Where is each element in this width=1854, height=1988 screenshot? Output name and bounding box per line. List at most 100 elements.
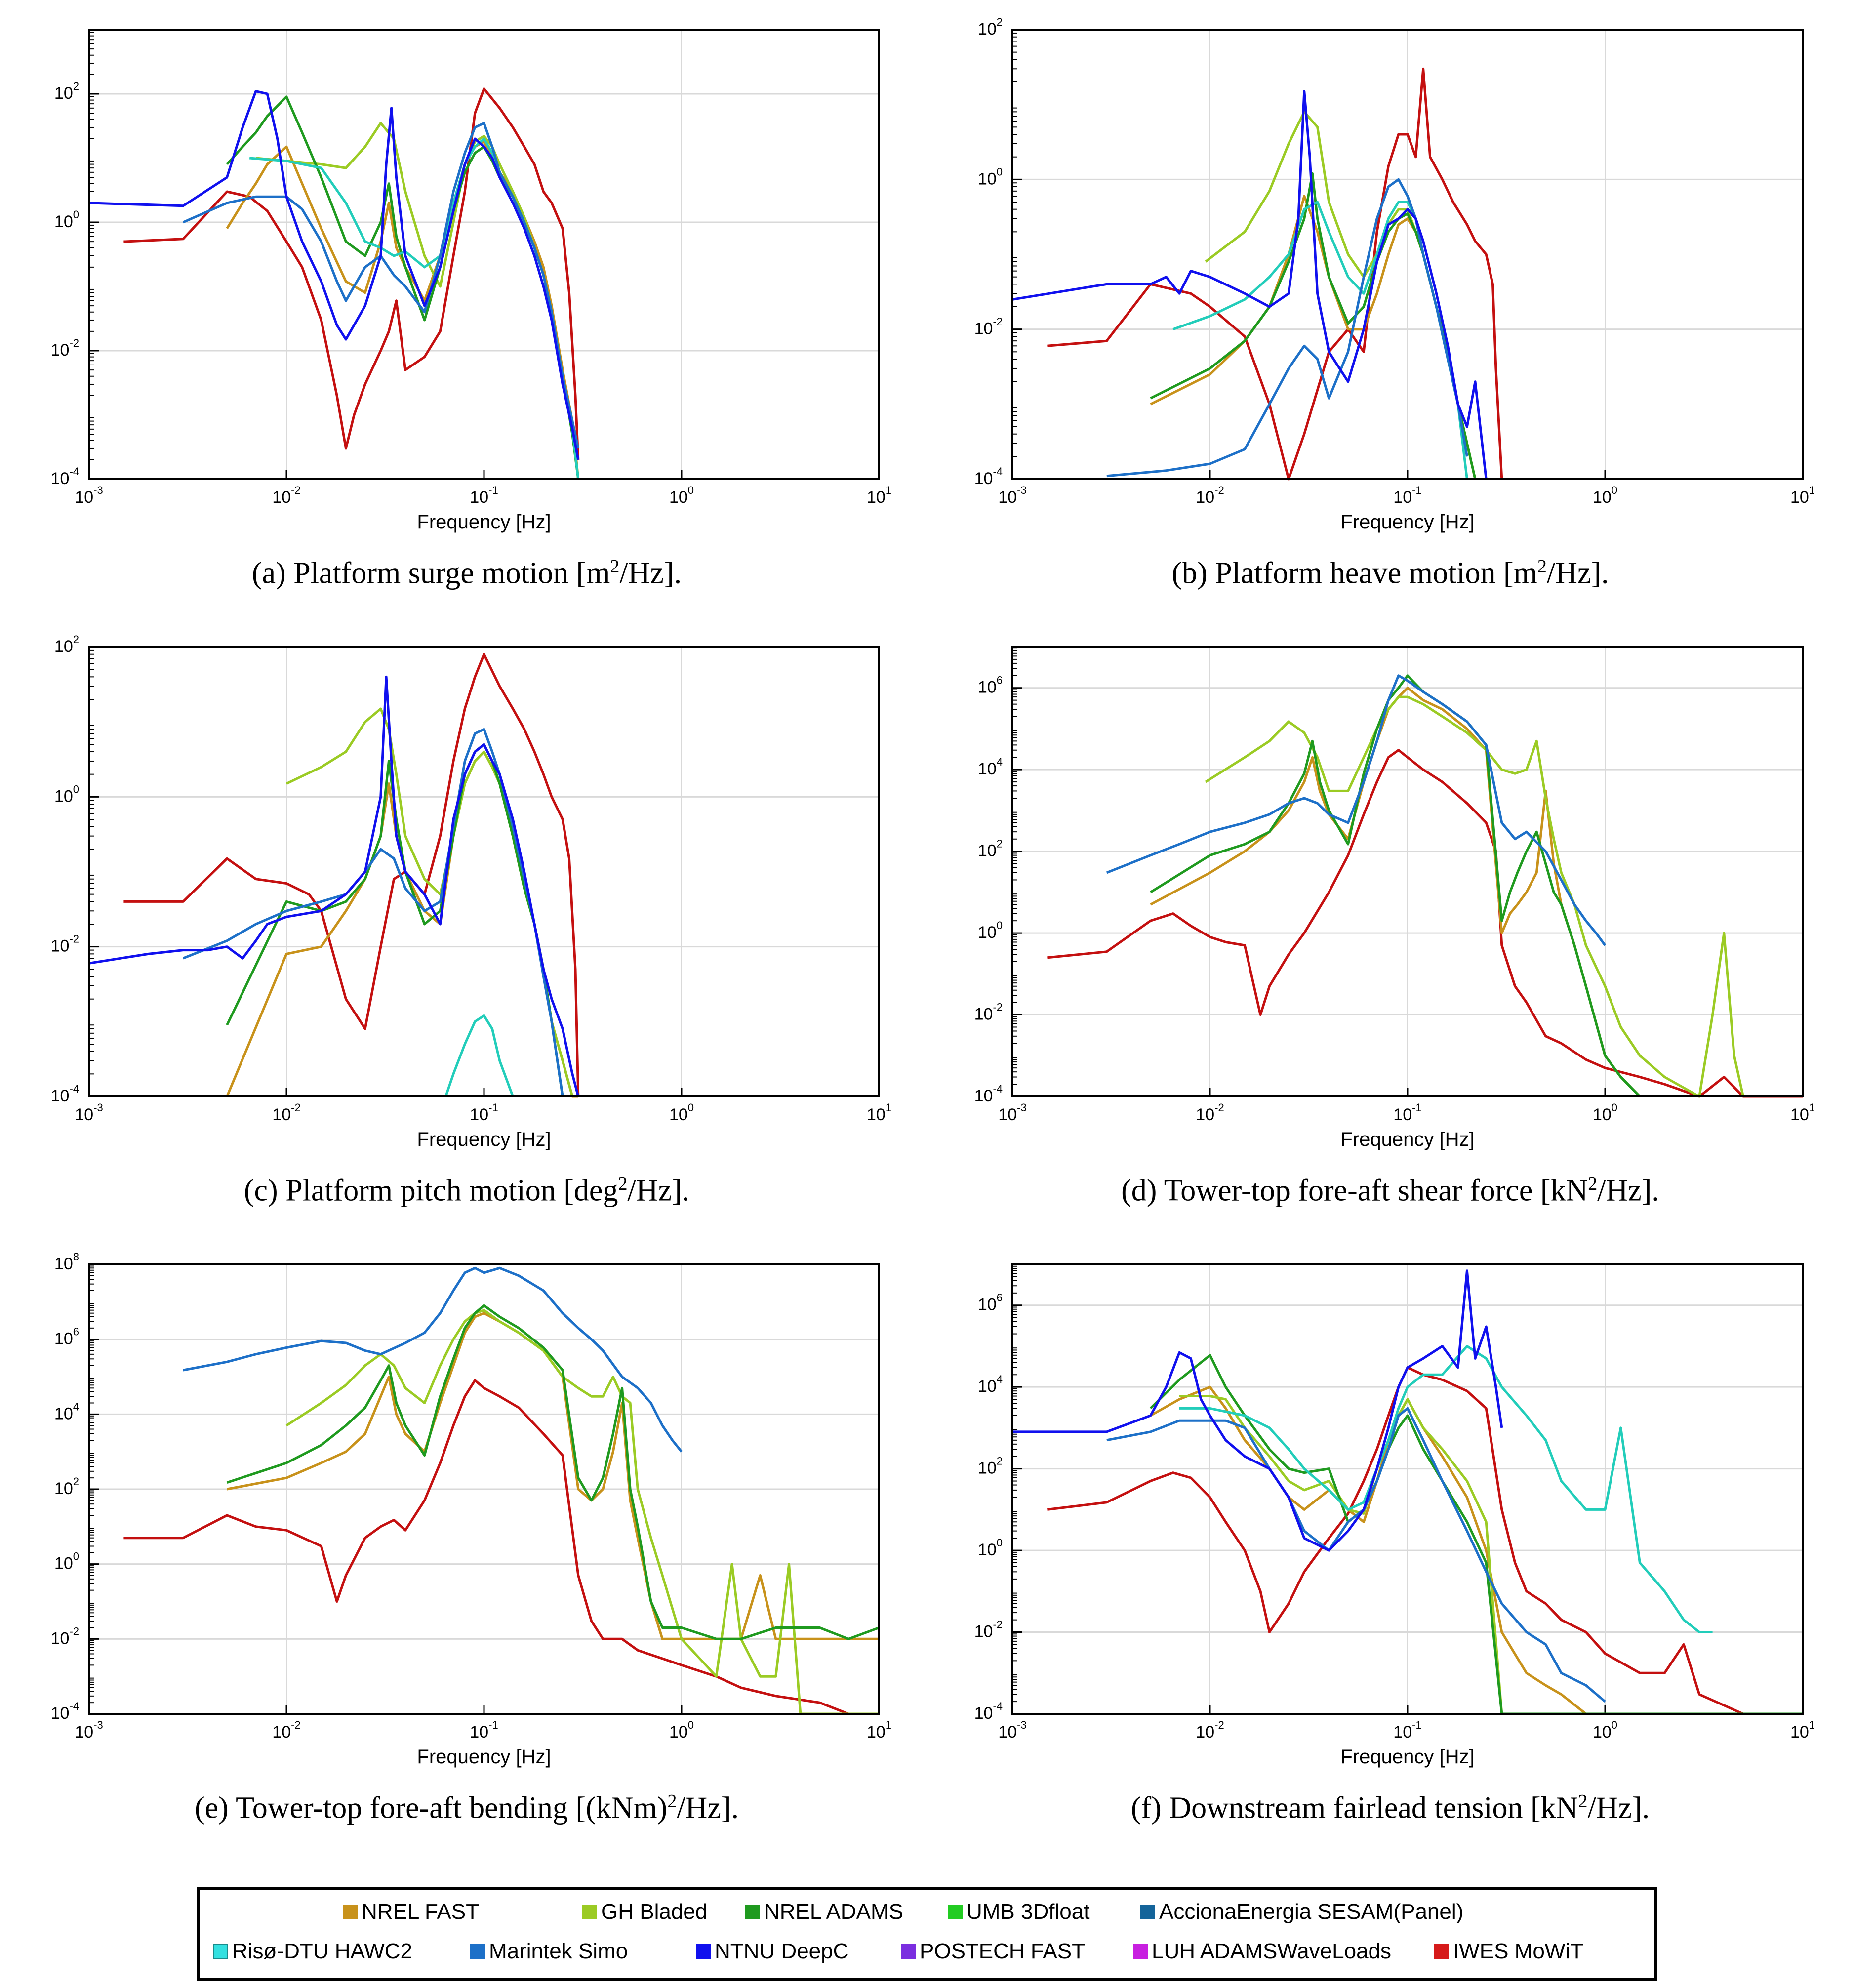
x-tick-label: 10-2 xyxy=(272,484,300,507)
series-line-marintek xyxy=(1106,178,1468,478)
series-line-ntnu xyxy=(88,90,580,460)
caption-e-sup: 2 xyxy=(667,1791,677,1812)
legend-label: NREL ADAMS xyxy=(764,1900,904,1924)
y-tick-label: 106 xyxy=(978,674,1003,697)
y-tick-label: 100 xyxy=(978,1537,1003,1559)
x-tick-label: 100 xyxy=(1593,1719,1617,1742)
caption-c-tail: /Hz]. xyxy=(627,1174,690,1208)
x-tick-label: 100 xyxy=(1593,484,1617,507)
legend-label: GH Bladed xyxy=(601,1900,708,1924)
caption-d: (d) Tower-top fore-aft shear force [kN2/… xyxy=(933,1173,1847,1209)
series-line-marintek xyxy=(1106,674,1607,946)
y-tick-label: 102 xyxy=(54,80,79,103)
plot-frame xyxy=(1011,1263,1804,1715)
caption-b-sup: 2 xyxy=(1537,556,1547,577)
series-line-riso xyxy=(249,137,580,480)
legend-swatch xyxy=(582,1905,597,1919)
x-tick-label: 10-3 xyxy=(75,1101,103,1124)
legend-swatch xyxy=(948,1905,963,1919)
caption-a: (a) Platform surge motion [m2/Hz]. xyxy=(10,556,924,591)
x-tick-label: 10-1 xyxy=(1393,484,1421,507)
caption-c: (c) Platform pitch motion [deg2/Hz]. xyxy=(10,1173,924,1209)
x-axis-label: Frequency [Hz] xyxy=(1340,1746,1474,1768)
series-group xyxy=(123,1266,880,1715)
caption-c-text: (c) Platform pitch motion [deg xyxy=(243,1174,618,1208)
x-tick-label: 10-1 xyxy=(1393,1101,1421,1124)
plot-frame xyxy=(1011,646,1804,1097)
legend-item-acciona: AccionaEnergia SESAM(Panel) xyxy=(1140,1900,1463,1924)
y-tick-label: 10-4 xyxy=(51,1700,79,1723)
y-tick-label: 10-4 xyxy=(974,1083,1003,1105)
y-tick-label: 106 xyxy=(978,1292,1003,1314)
x-tick-label: 101 xyxy=(867,484,891,507)
legend-swatch xyxy=(696,1944,711,1959)
legend-swatch xyxy=(745,1905,760,1919)
legend-swatch xyxy=(213,1944,228,1959)
y-tick-label: 10-4 xyxy=(974,1700,1003,1723)
legend-swatch xyxy=(1434,1944,1449,1959)
chart-panel-d: 10-4 10-2 100 102 104 106 10-3 10-2 10-1 100 101 Fr… xyxy=(933,632,1847,1250)
x-tick-label: 101 xyxy=(867,1719,891,1742)
x-tick-label: 100 xyxy=(669,1101,694,1124)
series-line-marintek xyxy=(1106,1407,1606,1703)
caption-f-tail: /Hz]. xyxy=(1587,1791,1650,1825)
legend-item-ntnu: NTNU DeepC xyxy=(696,1939,848,1964)
series-line-ntnu xyxy=(88,675,580,1097)
y-tick-label: 10-2 xyxy=(51,1625,79,1648)
series-group xyxy=(88,653,580,1098)
x-tick-label: 10-1 xyxy=(1393,1719,1421,1742)
plot-frame xyxy=(88,646,880,1097)
series-line-iwes xyxy=(1047,67,1503,481)
legend: NREL FAST GH Bladed NREL ADAMS UMB 3Dflo… xyxy=(197,1887,1657,1981)
caption-a-text: (a) Platform surge motion [m xyxy=(251,556,610,590)
series-group xyxy=(88,87,580,480)
y-tick-label: 10-4 xyxy=(974,465,1003,488)
x-tick-label: 10-2 xyxy=(1196,1719,1224,1742)
caption-f-text: (f) Downstream fairlead tension [kN xyxy=(1130,1791,1578,1825)
series-line-nrel_fast xyxy=(226,750,578,1098)
y-tick-label: 10-2 xyxy=(974,1619,1003,1641)
x-axis-label: Frequency [Hz] xyxy=(1340,511,1474,533)
y-tick-label: 104 xyxy=(978,1373,1003,1396)
legend-item-iwes: IWES MoWiT xyxy=(1434,1939,1583,1964)
series-line-nrel_fast xyxy=(1150,687,1641,1097)
chart-panel-c: 10-4 10-2 100 102 10-3 10-2 10-1 100 101 Frequenc… xyxy=(10,632,924,1250)
y-tick-label: 102 xyxy=(54,1475,79,1498)
series-line-marintek xyxy=(182,728,564,1097)
x-tick-label: 10-1 xyxy=(470,1101,498,1124)
x-tick-label: 101 xyxy=(1790,484,1815,507)
series-line-marintek xyxy=(183,1266,683,1453)
y-tick-label: 102 xyxy=(978,838,1003,860)
y-tick-label: 100 xyxy=(54,1550,79,1573)
caption-f: (f) Downstream fairlead tension [kN2/Hz]… xyxy=(933,1790,1847,1826)
x-tick-label: 10-2 xyxy=(272,1101,300,1124)
legend-item-luh: LUH ADAMSWaveLoads xyxy=(1133,1939,1391,1964)
series-line-nrel_fast xyxy=(1150,195,1477,480)
y-tick-label: 10-4 xyxy=(51,465,79,488)
legend-label: Risø-DTU HAWC2 xyxy=(232,1939,412,1963)
x-tick-label: 10-3 xyxy=(998,1101,1026,1124)
y-tick-label: 104 xyxy=(978,756,1003,778)
chart-panel-f: 10-4 10-2 100 102 104 106 10-3 10-2 10-1 100 101 Fr… xyxy=(933,1250,1847,1867)
x-tick-label: 10-3 xyxy=(75,484,103,507)
legend-item-nrel-fast: NREL FAST xyxy=(343,1900,479,1924)
legend-label: IWES MoWiT xyxy=(1453,1939,1583,1963)
plot-frame xyxy=(88,1263,880,1715)
series-line-nrel_adams xyxy=(1149,1354,1803,1715)
x-axis-label: Frequency [Hz] xyxy=(417,1746,551,1768)
caption-c-sup: 2 xyxy=(618,1174,628,1194)
x-tick-label: 10-3 xyxy=(998,484,1026,507)
x-tick-label: 10-1 xyxy=(470,484,498,507)
caption-b-tail: /Hz]. xyxy=(1546,556,1609,590)
caption-f-sup: 2 xyxy=(1578,1791,1588,1812)
legend-label: Marintek Simo xyxy=(489,1939,628,1963)
caption-e-tail: /Hz]. xyxy=(677,1791,739,1825)
y-tick-label: 102 xyxy=(978,16,1003,39)
caption-a-tail: /Hz]. xyxy=(619,556,682,590)
legend-item-umb-3dfloat: UMB 3Dfloat xyxy=(948,1900,1089,1924)
series-group xyxy=(1047,674,1803,1098)
series-line-nrel_adams xyxy=(226,1304,880,1640)
caption-b-text: (b) Platform heave motion [m xyxy=(1171,556,1537,590)
chart-svg-e: 10-4 10-2 100 102 104 106 108 10-3 10-2 10-1 100 10… xyxy=(51,1251,891,1768)
chart-svg-b: 10-4 10-2 100 102 10-3 10-2 10-1 100 101 Frequenc… xyxy=(974,16,1815,533)
